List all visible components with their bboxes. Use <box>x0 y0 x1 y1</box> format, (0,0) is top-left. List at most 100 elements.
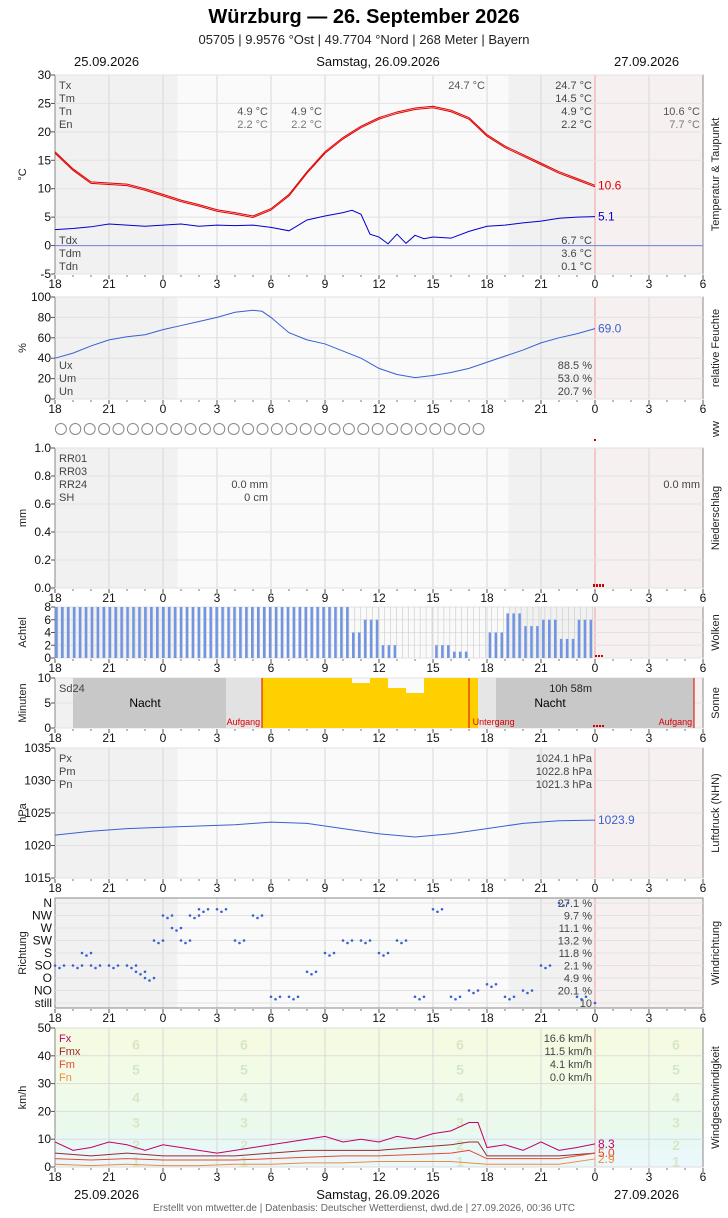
wdir-point <box>184 941 187 945</box>
wdir-category-label: still <box>35 996 52 1010</box>
temp-ytick-label: 20 <box>38 125 52 139</box>
wind-beaufort-label: 4 <box>240 1090 248 1106</box>
press-stat-label: Px <box>59 753 72 765</box>
rain-xtick-label: 21 <box>534 591 548 605</box>
sun-ylabel: Minuten <box>17 683 29 722</box>
temp-night-band <box>508 75 610 274</box>
temp-dew-stat-label: Tdn <box>59 261 78 273</box>
wdir-point <box>413 995 417 999</box>
temp-xtick-label: 21 <box>534 277 548 291</box>
rain-marker <box>596 584 598 587</box>
wind-xtick-label: 21 <box>102 1170 116 1184</box>
cloud-bar <box>215 607 218 658</box>
wdir-percent: 11.8 % <box>559 948 593 960</box>
wdir-xtick-label: 0 <box>160 1011 167 1025</box>
wdir-point <box>76 966 79 970</box>
ww-side-label: ww <box>710 421 722 438</box>
wind-end-label: 2.9 <box>598 1152 615 1166</box>
cloud-bar <box>346 607 349 658</box>
cloud-bar <box>559 638 563 658</box>
wdir-point <box>188 939 192 942</box>
sun-bar <box>388 688 406 728</box>
cloud-bar <box>464 651 468 658</box>
wind-xtick-label: 18 <box>480 1170 494 1184</box>
ww-symbol <box>98 423 111 435</box>
temp-ytick-label: 25 <box>38 96 52 110</box>
sun-side-label: Sonne <box>710 687 722 719</box>
wdir-category-label: NO <box>34 984 52 998</box>
ww-symbol <box>443 423 456 435</box>
wdir-point <box>490 985 493 989</box>
date-left-bottom: 25.09.2026 <box>74 1187 140 1202</box>
ww-symbol <box>386 423 399 435</box>
cloud-xtick-label: 0 <box>160 661 167 675</box>
wind-xtick-label: 6 <box>268 1170 275 1184</box>
cloud-bar <box>571 638 575 658</box>
wdir-xtick-label: 21 <box>534 1011 548 1025</box>
ww-symbol <box>342 423 355 435</box>
wdir-category-label: O <box>43 971 52 985</box>
sun-xtick-label: 9 <box>322 731 329 745</box>
temp-night-band <box>55 75 178 274</box>
cloud-bar <box>173 607 177 658</box>
wind-xtick-label: 0 <box>160 1170 167 1184</box>
wdir-percent: 2.1 % <box>564 961 592 973</box>
wind-beaufort-label: 3 <box>240 1115 248 1131</box>
wdir-point <box>539 964 543 967</box>
ww-symbol <box>270 423 283 435</box>
wdir-point <box>80 951 84 955</box>
sun-xtick-label: 3 <box>214 731 221 745</box>
temp-ytick-label: 0 <box>44 239 51 253</box>
wdir-xtick-label: 0 <box>592 1011 599 1025</box>
rain-ytick-label: 0.6 <box>34 497 51 511</box>
ww-symbol <box>371 423 384 435</box>
wdir-xtick-label: 9 <box>322 1011 329 1025</box>
cloud-bar <box>500 632 504 658</box>
cloud-bar <box>512 613 515 658</box>
temp-series-temperatur <box>54 105 596 217</box>
cloud-bar <box>518 613 521 658</box>
cloud-bar <box>488 632 492 658</box>
rain-side-label: Niederschlag <box>710 486 722 550</box>
ww-symbol <box>198 423 211 435</box>
cloud-bar <box>441 645 444 658</box>
cloud-ylabel: Achtel <box>17 617 29 648</box>
wind-ytick-label: 50 <box>38 1021 52 1035</box>
wdir-point <box>233 939 237 942</box>
wdir-point <box>332 951 336 955</box>
cloud-bar <box>369 619 373 658</box>
temp-series-taupunkt <box>54 209 596 245</box>
temp-end-label: 5.1 <box>598 210 615 224</box>
wind-beaufort-label: 6 <box>456 1037 464 1053</box>
wdir-point <box>269 995 273 999</box>
cloud-bar <box>458 651 462 658</box>
wind-xtick-label: 3 <box>214 1170 221 1184</box>
cloud-marker <box>601 655 603 657</box>
cloud-bar <box>179 607 183 658</box>
wdir-point <box>530 989 534 992</box>
wdir-percent: 11.1 % <box>559 923 593 935</box>
rain-xtick-label: 0 <box>160 591 167 605</box>
wdir-point <box>130 966 133 970</box>
date-center-bottom: Samstag, 26.09.2026 <box>316 1187 440 1202</box>
wdir-point <box>544 966 547 970</box>
rain-stat-label: RR01 <box>59 453 87 465</box>
wind-stat-label: Fmx <box>59 1046 81 1058</box>
temp-dew-stat-value: 3.6 °C <box>561 248 592 260</box>
cloud-bar <box>280 607 284 658</box>
cloud-bar <box>375 619 379 658</box>
sun-bar <box>262 678 280 728</box>
wdir-point <box>557 901 561 905</box>
wdir-point <box>449 995 453 999</box>
cloud-bar <box>84 607 88 658</box>
cloud-bar <box>524 626 527 658</box>
temp-side-label: Temperatur & Taupunkt <box>710 118 722 232</box>
cloud-bar <box>161 607 165 658</box>
wdir-point <box>458 995 462 999</box>
cloud-bar <box>274 607 278 658</box>
wdir-point <box>400 941 403 945</box>
cloud-bar <box>60 607 64 658</box>
cloud-bar <box>340 607 343 658</box>
wdir-point <box>422 995 426 999</box>
wdir-point <box>170 914 174 917</box>
